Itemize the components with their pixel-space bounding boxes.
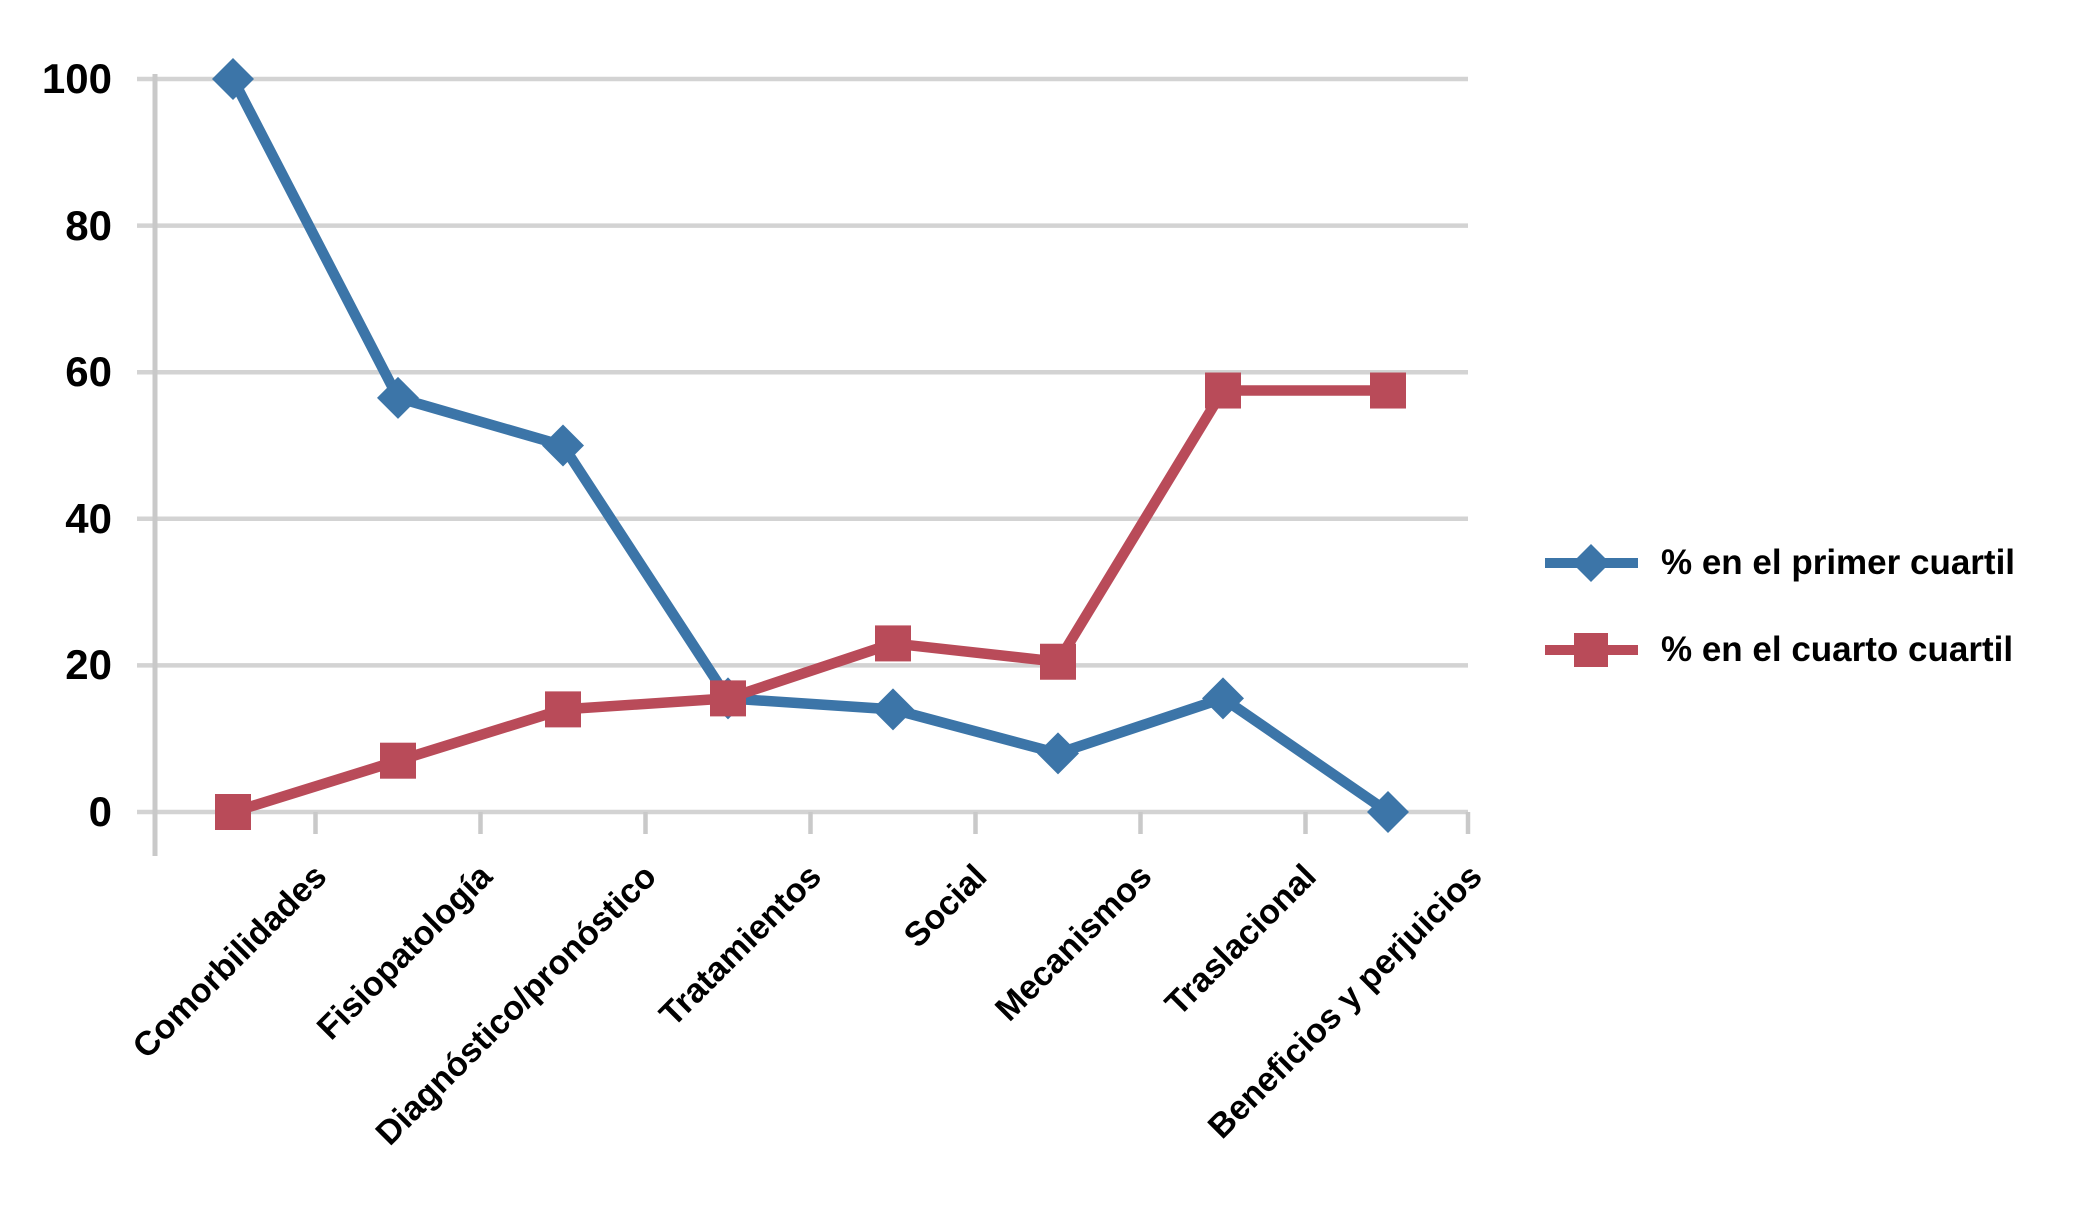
diamond-marker xyxy=(1037,732,1079,775)
legend-item-primer-cuartil: % en el primer cuartil xyxy=(1545,541,2015,585)
y-tick-label-40: 40 xyxy=(65,494,112,542)
diamond-marker xyxy=(872,688,914,731)
square-marker xyxy=(380,742,416,779)
square-marker xyxy=(710,680,746,717)
square-marker xyxy=(875,625,911,662)
y-tick-label-60: 60 xyxy=(65,348,112,396)
diamond-marker xyxy=(1572,544,1610,582)
y-tick-label-0: 0 xyxy=(88,788,112,835)
diamond-marker xyxy=(1202,677,1244,720)
diamond-marker xyxy=(1367,791,1409,833)
square-marker xyxy=(215,794,251,830)
legend-label: % en el cuarto cuartil xyxy=(1661,630,2014,669)
square-marker xyxy=(1574,633,1608,667)
y-tick-label-100: 100 xyxy=(41,55,112,102)
square-marker xyxy=(1205,372,1241,409)
y-tick-label-80: 80 xyxy=(65,201,112,249)
square-marker xyxy=(1040,643,1076,680)
series-line-1 xyxy=(231,385,1388,818)
square-marker xyxy=(1370,372,1406,409)
square-marker xyxy=(545,691,581,728)
diamond-marker xyxy=(542,424,584,467)
legend-label: % en el primer cuartil xyxy=(1661,543,2016,582)
legend-marker-diamond-icon xyxy=(1545,544,1638,582)
y-tick-label-20: 20 xyxy=(65,641,112,689)
diamond-marker xyxy=(377,376,419,419)
series-line-0 xyxy=(228,76,1391,817)
legend-marker-square-icon xyxy=(1545,633,1638,667)
legend-item-cuarto-cuartil: % en el cuarto cuartil xyxy=(1545,628,2013,672)
diamond-marker xyxy=(212,58,254,100)
